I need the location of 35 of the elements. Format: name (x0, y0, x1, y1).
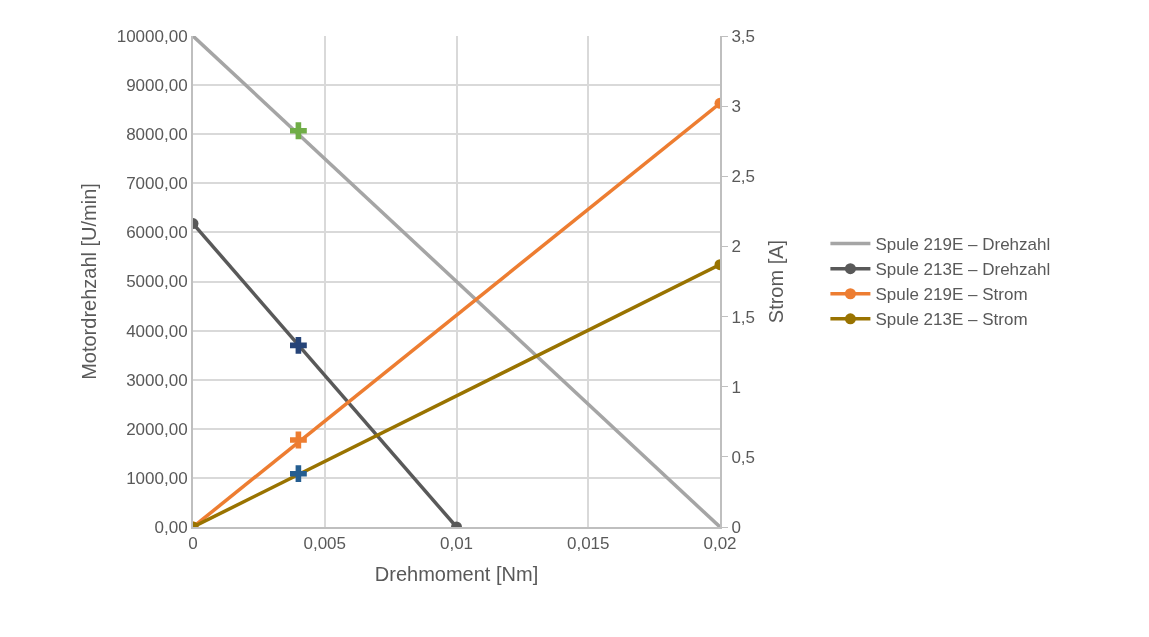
y-tick-label: 8000,00 (126, 125, 188, 145)
y-tick-label: 6000,00 (126, 223, 188, 243)
y2-tick-label: 2 (731, 237, 741, 257)
y2-tick-label: 1,5 (731, 307, 756, 327)
y-tick-label: 7000,00 (126, 174, 188, 194)
x-tick-label: 0,015 (566, 534, 610, 554)
legend-label: Spule 213E – Drehzahl (875, 260, 1051, 280)
y2-tick-label: 2,5 (731, 167, 756, 187)
y2-tick-label: 3,5 (731, 26, 756, 46)
point (290, 122, 307, 140)
y2-axis-title: Strom [A] (765, 239, 788, 324)
y-tick-label: 1000,00 (126, 468, 188, 488)
y2-tick-label: 0,5 (731, 447, 756, 467)
point (290, 465, 307, 483)
x-tick-label: 0 (188, 534, 198, 554)
legend-label: Spule 219E – Strom (875, 285, 1028, 305)
y-tick-label: 10000,00 (116, 26, 188, 46)
legend-label: Spule 219E – Drehzahl (875, 235, 1051, 255)
y-tick-label: 3000,00 (126, 370, 188, 390)
y2-tick-label: 3 (731, 97, 741, 117)
y-tick-label: 9000,00 (126, 76, 188, 96)
y-tick-label: 0,00 (154, 517, 188, 537)
y-tick-label: 4000,00 (126, 321, 188, 341)
x-tick-label: 0,02 (703, 534, 737, 554)
point (290, 336, 307, 354)
y2-tick-label: 1 (731, 377, 741, 397)
legend-label: Spule 213E – Strom (875, 310, 1028, 330)
point (290, 431, 307, 449)
x-tick-label: 0,005 (303, 534, 347, 554)
y2-tick-label: 0 (731, 517, 741, 537)
y-tick-label: 5000,00 (126, 272, 188, 292)
y-tick-label: 2000,00 (126, 419, 188, 439)
y-axis-title: Motordrehzahl [U/min] (77, 183, 100, 380)
x-axis-title: Drehmoment [Nm] (374, 563, 539, 586)
x-tick-label: 0,01 (439, 534, 474, 554)
